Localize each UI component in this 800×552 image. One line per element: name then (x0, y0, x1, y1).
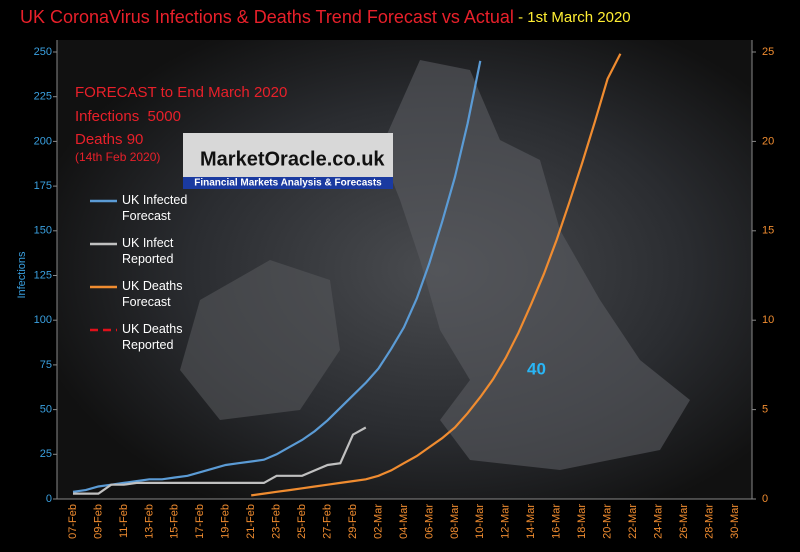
x-tick-label: 27-Feb (321, 504, 333, 539)
y2-tick-label: 10 (762, 314, 774, 326)
x-tick-label: 14-Mar (525, 504, 537, 539)
y-tick-label: 125 (34, 269, 52, 281)
y2-tick-label: 25 (762, 46, 774, 58)
x-tick-label: 06-Mar (423, 504, 435, 539)
x-tick-label: 21-Feb (245, 504, 257, 539)
x-tick-label: 19-Feb (220, 504, 232, 539)
y-tick-label: 250 (34, 46, 52, 58)
x-tick-label: 04-Mar (398, 504, 410, 539)
x-tick-label: 11-Feb (118, 504, 130, 538)
x-tick-label: 02-Mar (372, 504, 384, 539)
x-tick-label: 15-Feb (169, 504, 181, 539)
x-tick-label: 08-Mar (449, 504, 461, 539)
y-tick-label: 75 (40, 359, 52, 371)
y-tick-label: 200 (34, 135, 52, 147)
x-tick-label: 23-Feb (271, 504, 283, 539)
y-tick-label: 175 (34, 180, 52, 192)
y2-tick-label: 5 (762, 404, 768, 416)
x-tick-label: 17-Feb (194, 504, 206, 539)
x-tick-label: 29-Feb (347, 504, 359, 539)
x-tick-label: 24-Mar (652, 504, 664, 539)
x-tick-label: 07-Feb (67, 504, 79, 539)
series-line (73, 426, 367, 495)
title: UK CoronaVirus Infections & Deaths Trend… (20, 7, 514, 27)
annotation: Infections 5000 (75, 108, 181, 125)
y2-tick-label: 0 (762, 493, 768, 505)
legend-label: UK Infect Reported (122, 236, 174, 266)
x-tick-label: 10-Mar (474, 504, 486, 539)
x-tick-label: 20-Mar (602, 504, 614, 539)
x-tick-label: 26-Mar (678, 504, 690, 539)
y-tick-label: 25 (40, 448, 52, 460)
logo-tagline: Financial Markets Analysis & Forecasts (194, 178, 382, 189)
x-tick-label: 16-Mar (551, 504, 563, 539)
annotation: FORECAST to End March 2020 (75, 84, 287, 101)
annotation: Deaths 90 (75, 131, 143, 148)
legend-label: UK Deaths Reported (122, 322, 183, 352)
y-tick-label: 100 (34, 314, 52, 326)
subtitle: - 1st March 2020 (514, 9, 631, 26)
y-tick-label: 0 (46, 493, 52, 505)
x-tick-label: 09-Feb (92, 504, 104, 539)
chart-title: UK CoronaVirus Infections & Deaths Trend… (20, 7, 631, 27)
legend-label: UK Infected Forecast (122, 193, 188, 223)
y-tick-label: 225 (34, 91, 52, 103)
y-axis-label: Infections (16, 251, 28, 299)
x-tick-label: 12-Mar (500, 504, 512, 539)
legend-label: UK Deaths Forecast (122, 279, 183, 309)
x-tick-label: 25-Feb (296, 504, 308, 539)
series-line (72, 60, 482, 493)
series-line (251, 53, 622, 497)
x-tick-label: 30-Mar (729, 504, 741, 539)
x-tick-label: 28-Mar (703, 504, 715, 539)
y2-tick-label: 15 (762, 225, 774, 237)
x-tick-label: 13-Feb (143, 504, 155, 539)
logo-bar (183, 177, 393, 189)
map-land (180, 260, 340, 420)
annotation: 40 (527, 359, 546, 378)
y-tick-label: 50 (40, 404, 52, 416)
logo-name: MarketOracle.co.uk (200, 148, 385, 170)
y2-tick-label: 20 (762, 135, 774, 147)
x-tick-label: 18-Mar (576, 504, 588, 539)
annotation: (14th Feb 2020) (75, 150, 160, 164)
x-tick-label: 22-Mar (627, 504, 639, 539)
y-tick-label: 150 (34, 225, 52, 237)
